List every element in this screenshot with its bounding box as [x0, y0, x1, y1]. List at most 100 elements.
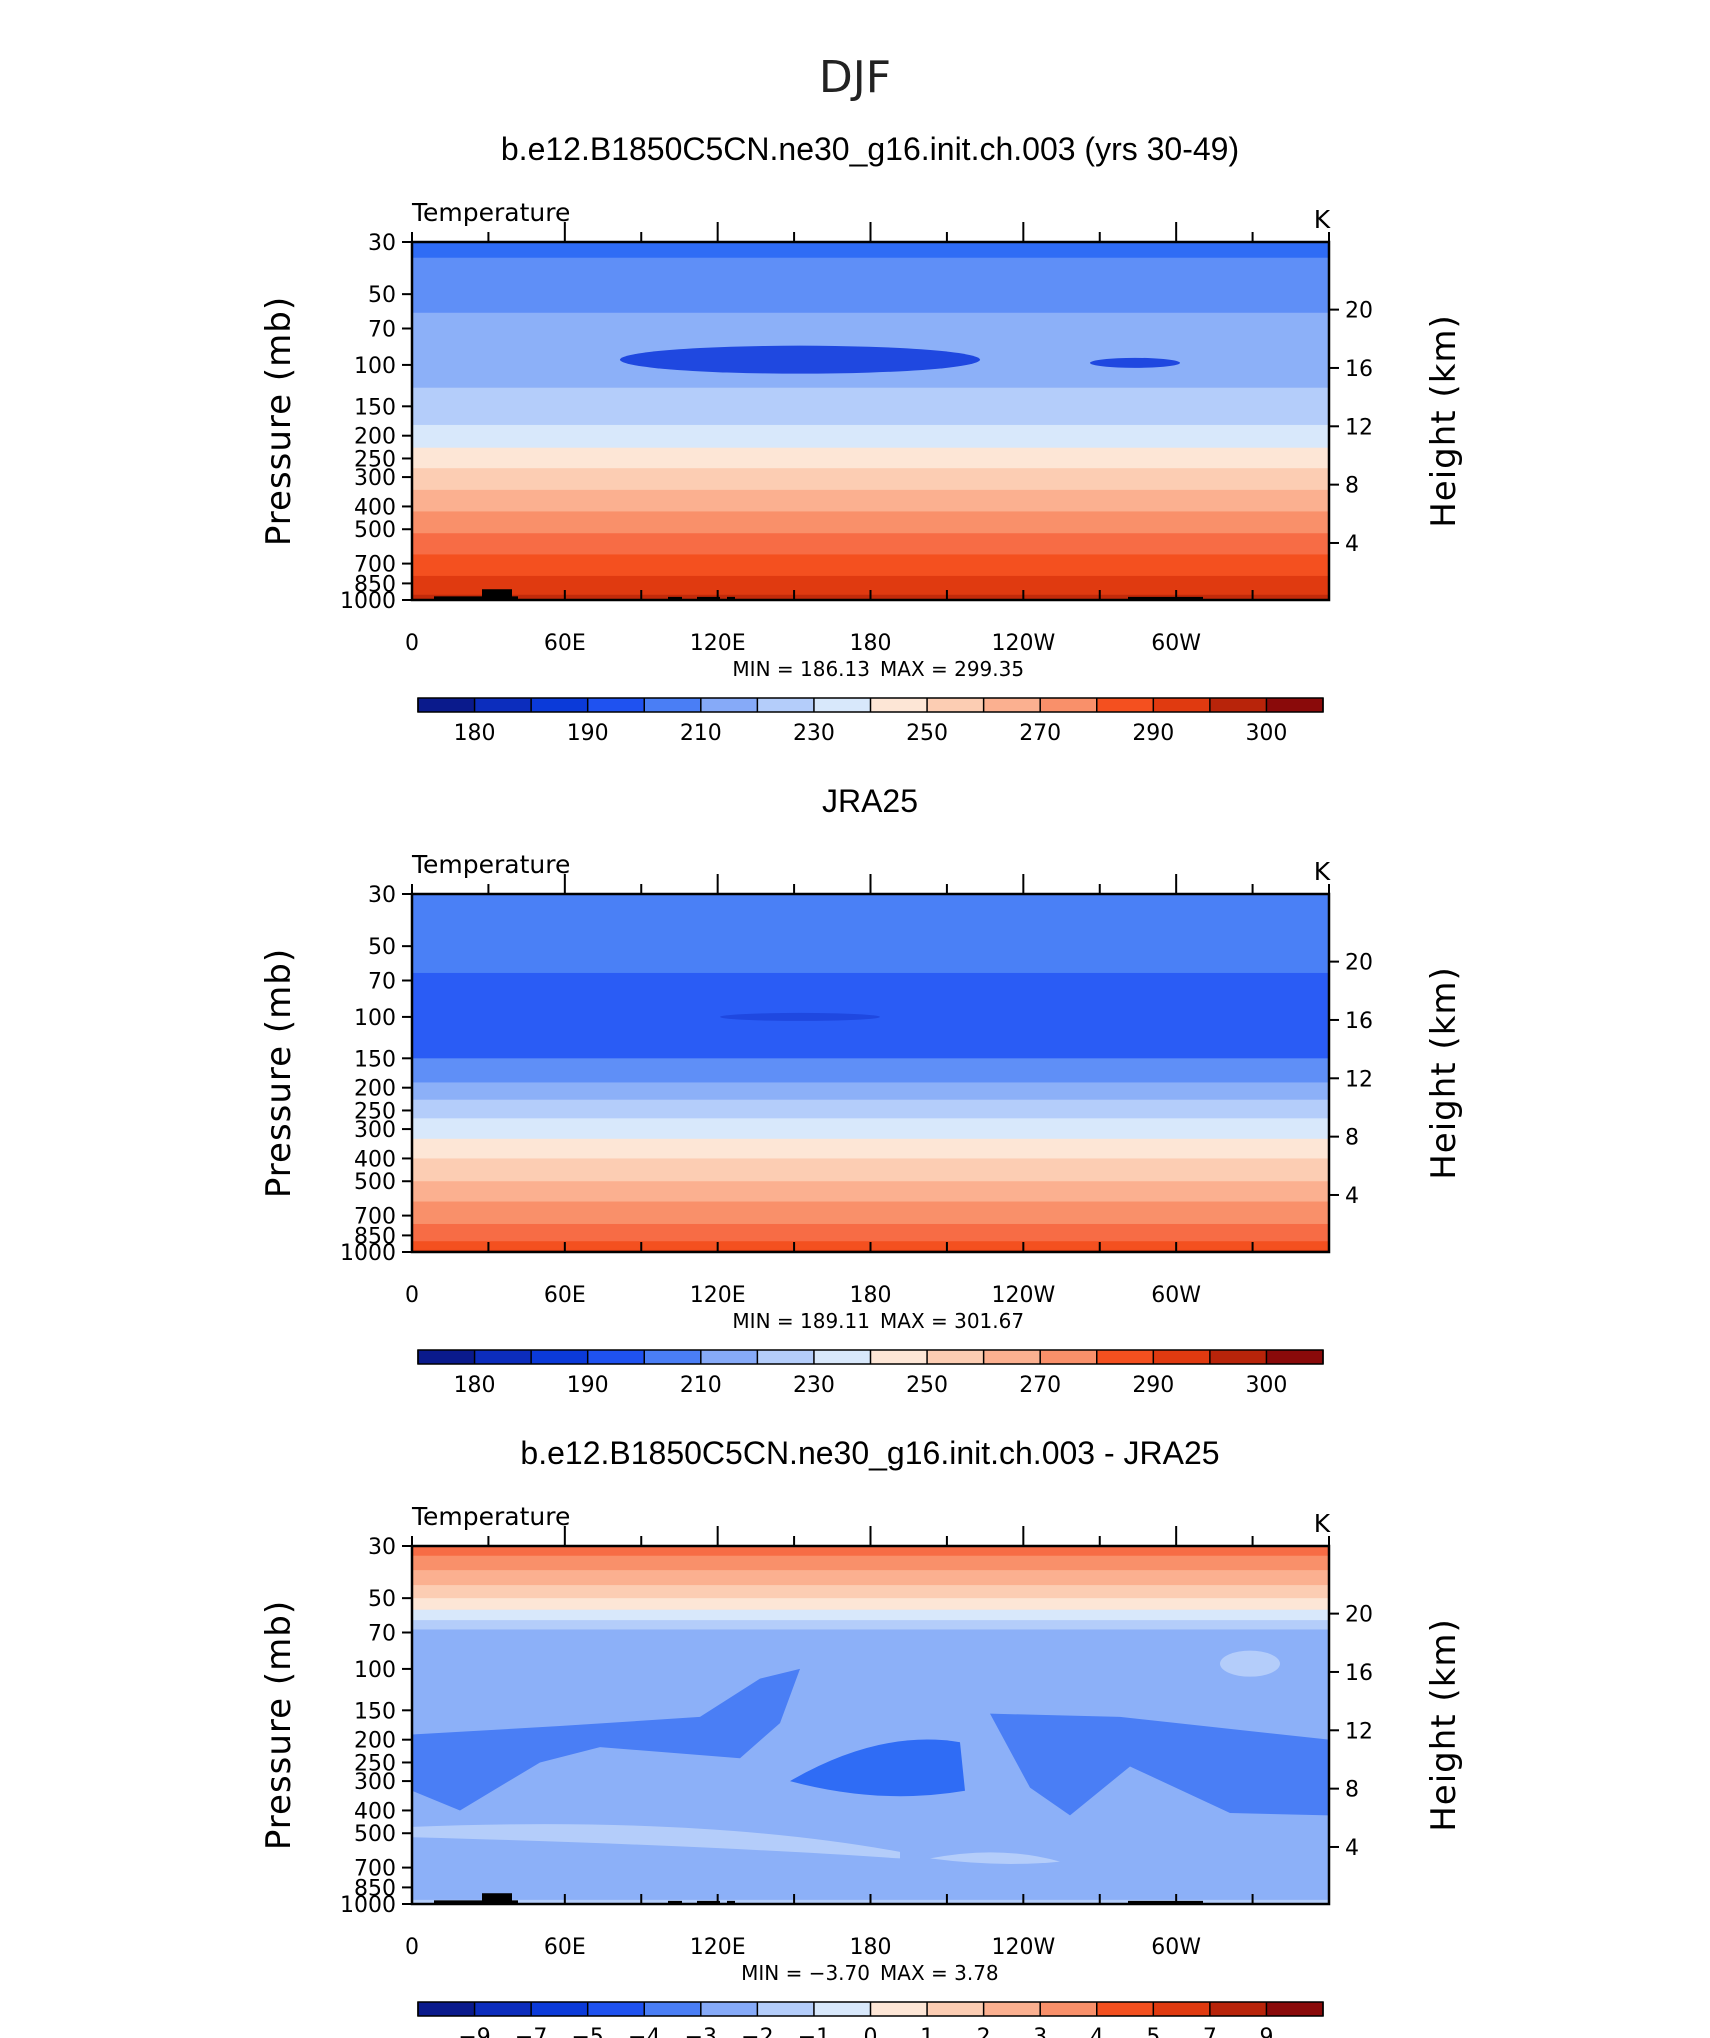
y-tick-label: 50 — [368, 283, 396, 308]
y2-tick-label: 8 — [1345, 1778, 1359, 1803]
y-tick-label: 30 — [368, 1535, 396, 1560]
contour-band — [412, 1223, 1329, 1242]
y-tick-label: 250 — [354, 447, 396, 472]
y-tick-label: 400 — [354, 1147, 396, 1172]
y2-axis-label: Height (km) — [1424, 314, 1464, 528]
y-tick-label: 200 — [354, 1729, 396, 1754]
colorbar-swatch — [1096, 1350, 1154, 1364]
contour-band — [412, 1138, 1329, 1160]
y2-tick-label: 8 — [1345, 1126, 1359, 1151]
colorbar: 180 190 210 230 250 270 290 300 — [417, 697, 1324, 746]
x-tick-label: 60W — [1151, 1283, 1201, 1308]
contour-band — [412, 1118, 1329, 1140]
units-label: K — [1314, 857, 1331, 886]
topography-block — [482, 589, 512, 600]
colorbar-label: 300 — [1245, 1373, 1287, 1398]
colorbar-label: 190 — [567, 721, 609, 746]
colorbar-swatch — [474, 2002, 532, 2016]
colorbar-frame — [417, 2001, 1324, 2017]
y2-tick-label: 4 — [1345, 1836, 1359, 1861]
max-label: MAX = 3.78 — [880, 1961, 999, 1985]
y-tick-label: 50 — [368, 1587, 396, 1612]
contour-band — [412, 1201, 1329, 1225]
contour-band — [412, 1099, 1329, 1119]
contour-band — [412, 489, 1329, 513]
contour-band — [412, 533, 1329, 556]
colorbar-label: 290 — [1132, 721, 1174, 746]
colorbar-swatch — [927, 2002, 985, 2016]
topography-block — [668, 1900, 682, 1904]
y2-axis-label: Height (km) — [1424, 966, 1464, 1180]
y-tick-label: 1000 — [340, 1893, 396, 1918]
x-tick-label: 120W — [991, 631, 1055, 656]
colorbar-swatch — [1266, 1350, 1324, 1364]
colorbar-swatch — [813, 1350, 871, 1364]
colorbar-swatch — [870, 2002, 928, 2016]
y-tick-label: 850 — [354, 572, 396, 597]
colorbar-swatch — [1266, 698, 1324, 712]
contour-band — [412, 1620, 1329, 1631]
colorbar-label: 9 — [1259, 2025, 1273, 2038]
colorbar-label: 7 — [1203, 2025, 1217, 2038]
min-label: MIN = −3.70 — [741, 1961, 870, 1985]
topography-block — [1128, 596, 1203, 600]
topography — [434, 1893, 1203, 1904]
colorbar-swatch — [1209, 698, 1267, 712]
y-tick-label: 700 — [354, 553, 396, 578]
colorbar-label: 190 — [567, 1373, 609, 1398]
colorbar-label: −5 — [571, 2025, 603, 2038]
colorbar: 180 190 210 230 250 270 290 300 — [417, 1349, 1324, 1398]
min-label: MIN = 186.13 — [732, 657, 870, 681]
colorbar-swatch — [757, 698, 815, 712]
colorbar-swatch — [870, 698, 928, 712]
colorbar-swatch — [927, 698, 985, 712]
y-tick-label: 250 — [354, 1751, 396, 1776]
colorbar-swatch — [587, 1350, 645, 1364]
colorbar-swatch — [700, 698, 758, 712]
contour-band — [790, 1739, 965, 1797]
x-tick-label: 120W — [991, 1935, 1055, 1960]
colorbar-label: 180 — [454, 721, 496, 746]
y-tick-label: 200 — [354, 1077, 396, 1102]
colorbar-label: −9 — [458, 2025, 490, 2038]
colorbar-label: 180 — [454, 1373, 496, 1398]
contour-band — [412, 554, 1329, 577]
contour-band — [412, 387, 1329, 426]
y2-tick-label: 8 — [1345, 474, 1359, 499]
colorbar-swatch — [983, 698, 1041, 712]
y-tick-label: 1000 — [340, 589, 396, 614]
colorbar-label: 5 — [1146, 2025, 1160, 2038]
y-tick-label: 150 — [354, 395, 396, 420]
y-tick-label: 500 — [354, 1170, 396, 1195]
max-label: MAX = 301.67 — [880, 1309, 1024, 1333]
y-tick-label: 100 — [354, 1658, 396, 1683]
colorbar-swatch — [1096, 698, 1154, 712]
colorbar-swatch — [1153, 1350, 1211, 1364]
contour-band — [412, 1082, 1329, 1101]
topography-block — [434, 596, 518, 600]
colorbar-label: −7 — [515, 2025, 547, 2038]
colorbar-swatch — [813, 2002, 871, 2016]
colorbar-label: −3 — [685, 2025, 717, 2038]
colorbar-swatch — [418, 1350, 476, 1364]
colorbar-label: 290 — [1132, 1373, 1174, 1398]
contour-band — [412, 1598, 1329, 1611]
colorbar-swatch — [531, 698, 589, 712]
colorbar-swatch — [813, 698, 871, 712]
colorbar-swatch — [587, 698, 645, 712]
y2-tick-label: 16 — [1345, 1009, 1373, 1034]
contour-band — [412, 894, 1329, 974]
x-tick-label: 180 — [850, 631, 892, 656]
contour-band — [620, 345, 980, 374]
colorbar-swatch — [474, 698, 532, 712]
contour-band — [412, 1668, 800, 1811]
colorbar-swatch — [644, 2002, 702, 2016]
x-tick-label: 120W — [991, 1283, 1055, 1308]
y-tick-label: 250 — [354, 1099, 396, 1124]
contour-band — [412, 242, 1329, 259]
y2-tick-label: 20 — [1345, 951, 1373, 976]
colorbar-swatch — [531, 2002, 589, 2016]
colorbar-frame — [417, 1349, 1324, 1365]
x-tick-label: 0 — [405, 1935, 419, 1960]
